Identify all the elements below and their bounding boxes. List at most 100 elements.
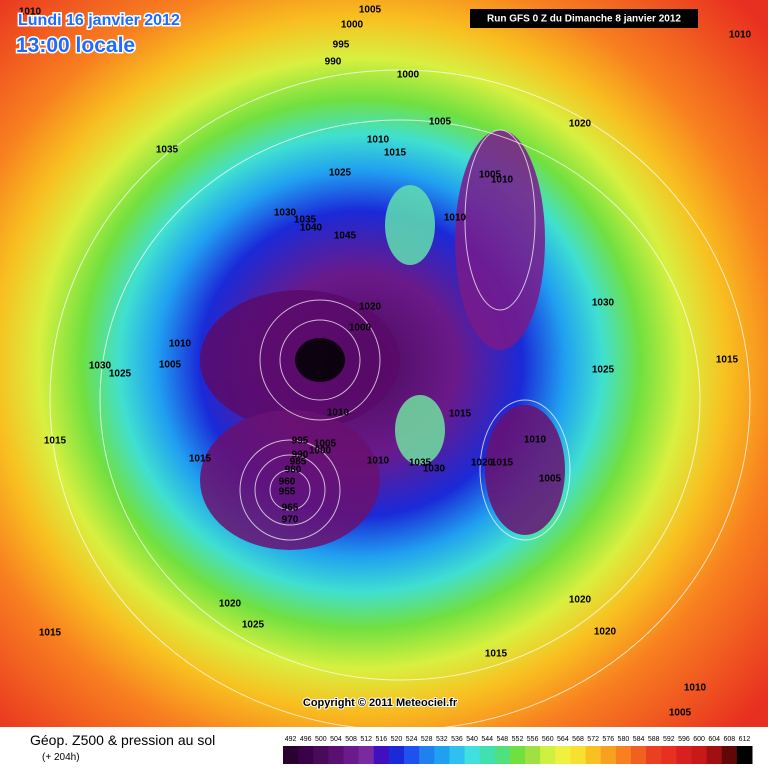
isobar-label: 1010 [327, 408, 350, 419]
isobar-label: 990 [292, 450, 309, 461]
isobar-label: 995 [333, 40, 350, 51]
low-areas [200, 130, 565, 550]
isobar-label: 1025 [242, 620, 265, 631]
colorbar-swatch [570, 746, 587, 764]
colorbar-swatch [434, 746, 450, 764]
forecast-time: 13:00 locale [16, 34, 135, 57]
colorbar-label: 580 [618, 736, 630, 743]
isobar-label: 1030 [89, 361, 112, 372]
colorbar-swatch [706, 746, 723, 764]
colorbar-label: 528 [421, 736, 433, 743]
colorbar-swatch [600, 746, 617, 764]
isobar-label: 1005 [429, 117, 452, 128]
colorbar-label: 516 [375, 736, 387, 743]
isobar-label: 1015 [491, 458, 514, 469]
colorbar-label: 492 [285, 736, 297, 743]
isobar-label: 1025 [329, 168, 352, 179]
footer-lead: (+ 204h) [42, 752, 80, 763]
isobar-label: 1020 [594, 627, 617, 638]
isobar-label: 1005 [159, 360, 182, 371]
colorbar-swatch [585, 746, 602, 764]
colorbar-swatch [373, 746, 390, 764]
colorbar-label: 520 [391, 736, 403, 743]
run-box [470, 9, 698, 28]
colorbar-label: 560 [542, 736, 554, 743]
isobar-label: 1010 [169, 339, 192, 350]
isobar-label: 1000 [349, 323, 372, 334]
isobar-label: 970 [282, 515, 299, 526]
isobar-label: 1000 [341, 20, 364, 31]
colorbar-label: 612 [739, 736, 751, 743]
colorbar-label: 600 [693, 736, 705, 743]
isobar-label: 1020 [569, 119, 592, 130]
isobar-label: 1030 [274, 208, 297, 219]
isobar-label: 1010 [444, 213, 467, 224]
colorbar-label: 588 [648, 736, 660, 743]
colorbar-swatch [630, 746, 647, 764]
isobar-label: 980 [285, 465, 302, 476]
colorbar-label: 500 [315, 736, 327, 743]
colorbar-swatch [676, 746, 692, 764]
colorbar-label: 512 [360, 736, 372, 743]
forecast-date: Lundi 16 janvier 2012 [18, 12, 180, 29]
isobar-label: 1045 [334, 231, 357, 242]
colorbar-swatch [540, 746, 556, 764]
colorbar-label: 568 [572, 736, 584, 743]
colorbar-label: 584 [633, 736, 645, 743]
isobar-label: 960 [279, 477, 296, 488]
isobar-label: 1000 [309, 446, 332, 457]
isobar-label: 1025 [592, 365, 615, 376]
isobar-label: 1020 [569, 595, 592, 606]
copyright: Copyright © 2011 Meteociel.fr [303, 697, 458, 709]
isobar-label: 1015 [189, 454, 212, 465]
isobar-label: 1035 [156, 145, 179, 156]
colorbar-swatch [721, 746, 738, 764]
isobar-label: 1005 [479, 170, 502, 181]
isobar-label: 1020 [359, 302, 382, 313]
isobar-label: 1015 [44, 436, 67, 447]
colorbar-label: 572 [587, 736, 599, 743]
footer-title: Géop. Z500 & pression au sol [30, 732, 215, 748]
colorbar-label: 596 [678, 736, 690, 743]
colorbar-label: 532 [436, 736, 448, 743]
isobar-label: 990 [325, 57, 342, 68]
colorbar-swatch [358, 746, 375, 764]
isobar-label: 1005 [539, 474, 562, 485]
isobar-label: 1010 [491, 175, 514, 186]
colorbar: 492 496 500 504 508 512 516 520 524 528 532 536 540 5… [283, 736, 753, 764]
isobar-label: 1015 [716, 355, 739, 366]
colorbar-swatch [328, 746, 345, 764]
run-info: Run GFS 0 Z du Dimanche 8 janvier 2012 [487, 14, 681, 25]
isobar-label: 1020 [471, 458, 494, 469]
isobar-label: 1005 [669, 708, 692, 719]
isobar-label: 965 [282, 503, 299, 514]
isobar-label: 1010 [367, 456, 390, 467]
colorbar-label: 524 [406, 736, 418, 743]
colorbar-label: 592 [663, 736, 675, 743]
colorbar-swatch [509, 746, 526, 764]
colorbar-swatch [404, 746, 420, 764]
colorbar-swatch [525, 746, 541, 764]
isobar-label: 1010 [19, 7, 42, 18]
colorbar-label: 504 [330, 736, 342, 743]
isobar-label: 985 [290, 457, 307, 468]
colorbar-label: 544 [481, 736, 493, 743]
isobar-label: 1020 [219, 599, 242, 610]
isobar-label: 1015 [384, 148, 407, 159]
colorbar-swatch [298, 746, 314, 764]
colorbar-label: 604 [708, 736, 720, 743]
isobar-label: 1015 [449, 409, 472, 420]
colorbar-label: 508 [345, 736, 357, 743]
isobar-label: 1010 [524, 435, 547, 446]
colorbar-swatch [494, 746, 511, 764]
isobar-label: 1015 [485, 649, 508, 660]
colorbar-swatch [388, 746, 405, 764]
colorbar-swatch [479, 746, 496, 764]
colorbar-swatch [449, 746, 466, 764]
isobar-label: 1015 [39, 628, 62, 639]
colorbar-label: 548 [497, 736, 509, 743]
colorbar-label: 540 [466, 736, 478, 743]
isobar-label: 1005 [314, 439, 337, 450]
